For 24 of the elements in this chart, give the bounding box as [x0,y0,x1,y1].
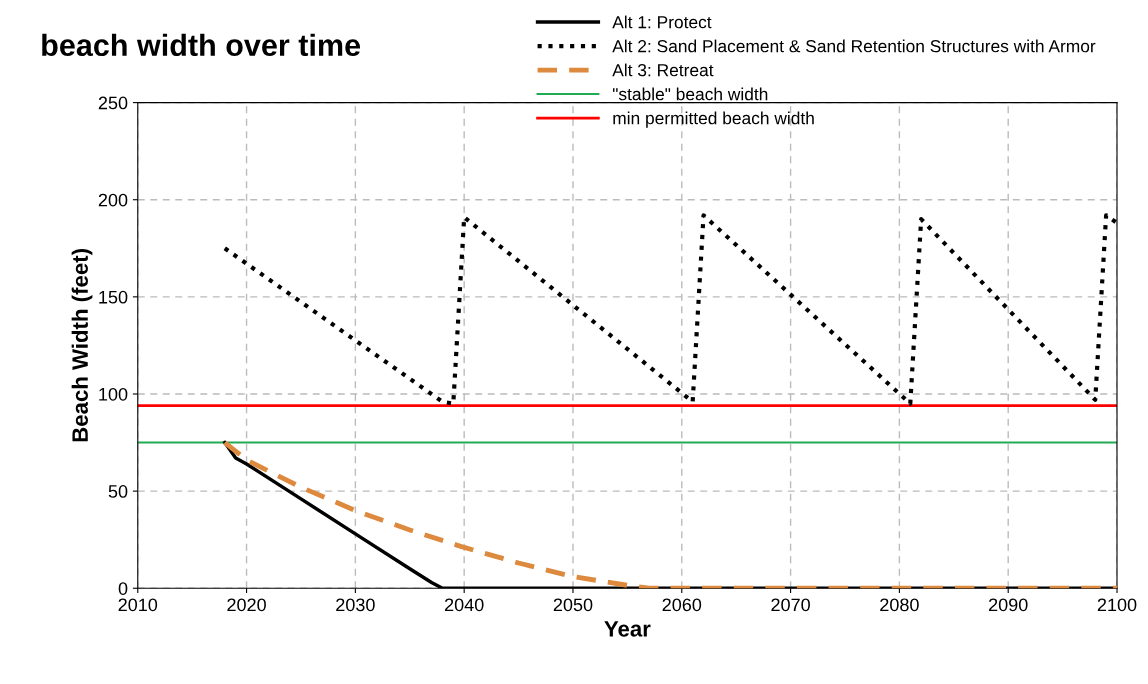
x-tick-label: 2070 [771,598,810,612]
x-tick-label: 2010 [118,598,158,612]
y-tick-label: 250 [98,96,128,110]
x-tick-label: 2100 [1097,598,1137,612]
x-tick-label: 2040 [445,598,484,612]
y-tick-label: 50 [108,485,128,498]
y-tick-label: 0 [118,582,128,595]
y-axis-title: Beach Width (feet) [71,249,93,442]
chart-title: beach width over time [42,33,361,57]
legend-label: Alt 1: Protect [612,15,712,29]
x-tick-label: 2080 [880,598,919,612]
y-tick-label: 200 [98,193,128,207]
legend-label: "stable" beach width [612,87,768,101]
x-tick-label: 2090 [989,598,1028,612]
y-tick-label: 100 [99,387,128,401]
x-tick-label: 2030 [336,598,375,612]
x-tick-label: 2050 [553,598,593,612]
legend-label: min permitted beach width [613,111,814,128]
x-axis-title: Year [604,621,651,637]
x-tick-label: 2060 [662,598,702,612]
legend-label: Alt 2: Sand Placement & Sand Retention Structures with Armor [612,39,1096,53]
x-tick-label: 2020 [227,598,266,612]
y-tick-label: 150 [99,290,128,304]
legend-label: Alt 3: Retreat [612,63,714,77]
